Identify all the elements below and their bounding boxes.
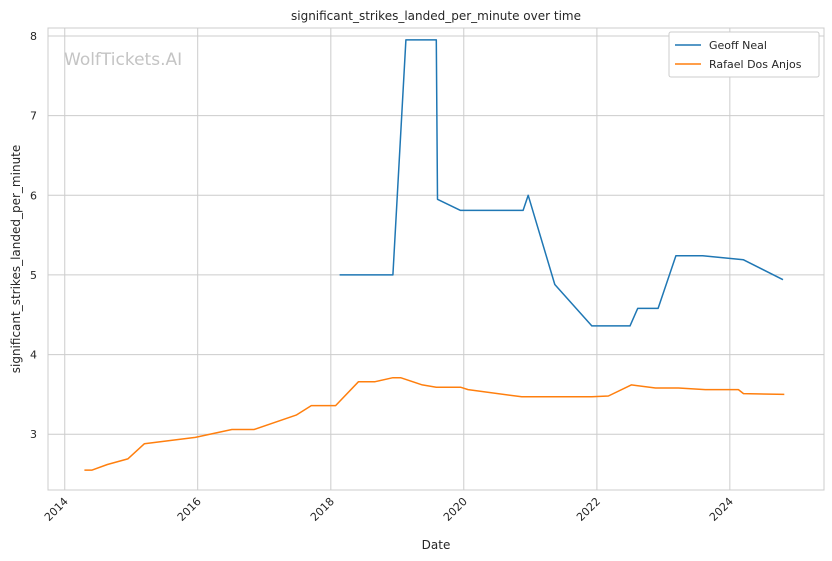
x-axis-ticks: 2014 2016 2018 2020 2022 2024: [42, 495, 736, 524]
legend-label-geoff-neal: Geoff Neal: [709, 39, 767, 52]
x-tick-label: 2022: [574, 495, 603, 524]
x-tick-label: 2018: [308, 495, 337, 524]
y-tick-label: 3: [30, 428, 37, 441]
plot-frame: [47, 27, 825, 491]
grid: [48, 28, 824, 490]
y-tick-label: 5: [30, 269, 37, 282]
legend-box: [668, 31, 820, 78]
series-lines: [84, 39, 785, 471]
y-axis-title: significant_strikes_landed_per_minute: [9, 145, 23, 374]
series-line-rafael-dos-anjos: [84, 376, 785, 471]
watermark: WolfTickets.AI: [64, 50, 182, 70]
y-tick-label: 7: [30, 110, 37, 123]
y-axis-ticks: 3 4 5 6 7 8: [30, 30, 37, 441]
plot-background: [48, 28, 824, 490]
x-axis-title: Date: [422, 538, 451, 552]
series-line-geoff-neal: [339, 39, 784, 327]
x-tick-label: 2020: [441, 495, 470, 524]
x-tick-label: 2024: [707, 495, 736, 524]
legend: Geoff Neal Rafael Dos Anjos: [668, 31, 820, 78]
legend-label-rafael-dos-anjos: Rafael Dos Anjos: [709, 58, 802, 71]
y-tick-label: 4: [30, 349, 37, 362]
chart-title: significant_strikes_landed_per_minute ov…: [291, 9, 581, 23]
y-tick-label: 8: [30, 30, 37, 43]
x-tick-label: 2014: [42, 495, 71, 524]
x-tick-label: 2016: [175, 495, 204, 524]
y-tick-label: 6: [30, 189, 37, 202]
